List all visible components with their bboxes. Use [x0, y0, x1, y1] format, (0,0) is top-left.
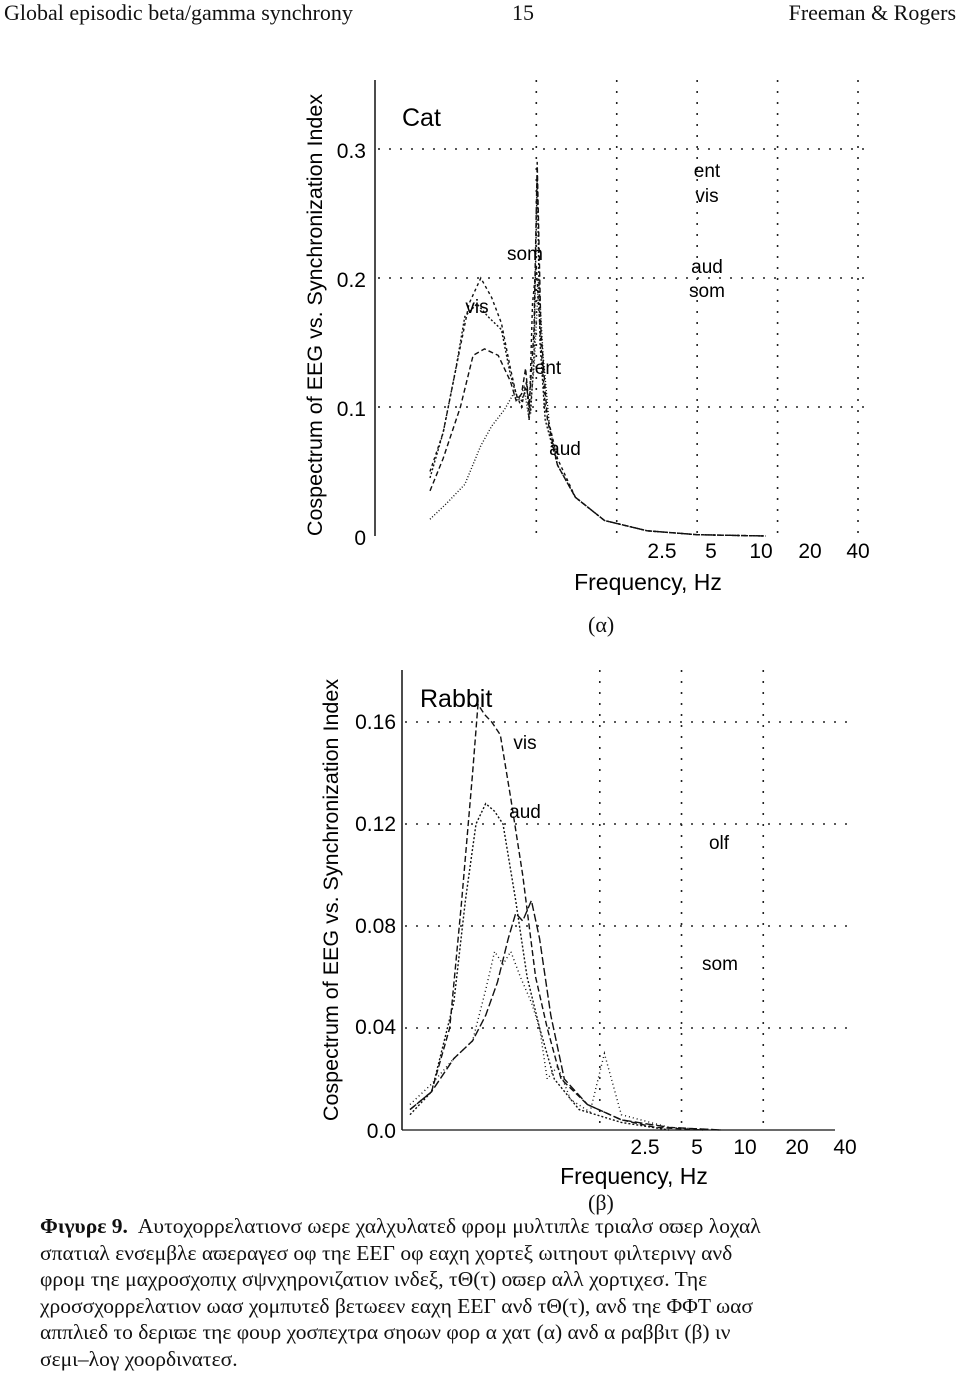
annotations: som vis ent aud ent vis aud som — [465, 161, 725, 460]
annotations: vis aud olf som — [509, 733, 738, 975]
x-axis-label: Frequency, Hz — [560, 1163, 708, 1189]
panel-b-label: (β) — [588, 1190, 614, 1215]
x-tick-label: 5 — [691, 1136, 703, 1159]
annotation-aud: aud — [509, 802, 541, 823]
axes — [401, 670, 835, 1131]
x-axis-label: Frequency, Hz — [574, 569, 722, 595]
x-tick-labels: 2.5 5 10 20 40 — [630, 1136, 856, 1159]
caption-line: αππλιεδ το δεριϖε τηε φουρ χοσπεχτρα σηο… — [40, 1320, 731, 1344]
annotation-som: som — [507, 244, 543, 265]
y-tick-labels: 0.0 0.04 0.08 0.12 0.16 — [355, 711, 396, 1143]
series-vis-line — [429, 174, 766, 537]
annotation-aud: aud — [549, 439, 581, 460]
caption-label: Φιγυρε 9. — [40, 1214, 128, 1238]
figure-caption: Φιγυρε 9. Αυτοχορρελατιονσ ωερε χαλχυλατε… — [40, 1213, 958, 1372]
annotation-vis: vis — [465, 297, 488, 318]
annotation-vis: vis — [513, 733, 536, 754]
x-tick-label: 10 — [749, 540, 772, 563]
series-som-line — [409, 949, 722, 1131]
caption-line: φρομ τηε μαχροσχοπιχ σψνχηρονιζατιον ινδ… — [40, 1267, 708, 1291]
annotation-som: som — [702, 954, 738, 975]
x-tick-labels: 2.5 5 10 20 40 — [647, 540, 869, 563]
y-tick-label: 0.2 — [337, 269, 366, 292]
y-tick-label: 0.12 — [355, 813, 396, 836]
annotation-ent: ent — [535, 358, 562, 379]
series-lines — [429, 161, 766, 537]
chart-title: Cat — [402, 104, 441, 132]
annotation-aud-peak: aud — [691, 257, 723, 278]
caption-line: χροσσχορρελατιον ωασ χομπυτεδ βετωεεν εα… — [40, 1293, 754, 1318]
cat-cospectrum-chart: 0 0.1 0.2 0.3 2.5 5 10 20 40 Frequency, … — [303, 80, 870, 595]
panel-a-label: (α) — [588, 612, 615, 637]
annotation-ent-peak: ent — [694, 161, 721, 182]
annotation-vis-peak: vis — [695, 186, 718, 207]
caption-line-text: Αυτοχορρελατιονσ ωερε χαλχυλατεδ φρομ μυ… — [137, 1214, 761, 1238]
page-number: 15 — [512, 0, 534, 25]
header-title: Global episodic beta/gamma synchrony — [4, 0, 353, 25]
caption-line: Φιγυρε 9. Αυτοχορρελατιονσ ωερε χαλχυλατε… — [40, 1213, 958, 1240]
y-tick-label: 0.08 — [355, 915, 396, 938]
y-tick-label: 0.16 — [355, 711, 396, 734]
grid-lines — [405, 670, 850, 1130]
series-olf-line — [409, 898, 722, 1131]
x-tick-label: 40 — [846, 540, 869, 563]
x-tick-label: 2.5 — [630, 1136, 659, 1159]
grid-lines — [378, 80, 870, 536]
x-tick-label: 20 — [798, 540, 821, 563]
y-tick-label: 0.1 — [337, 398, 366, 421]
y-tick-labels: 0 0.1 0.2 0.3 — [337, 140, 366, 550]
x-tick-label: 5 — [705, 540, 717, 563]
y-axis-label: Cospectrum of EEG vs. Synchronization In… — [303, 94, 327, 536]
series-som-line — [429, 265, 766, 537]
series-aud-line — [409, 802, 670, 1131]
series-vis-line — [409, 702, 704, 1131]
y-tick-label: 0 — [354, 527, 366, 550]
y-tick-label: 0.04 — [355, 1016, 396, 1039]
header-authors: Freeman & Rogers — [788, 0, 956, 25]
series-lines — [409, 702, 722, 1131]
annotation-som-peak: som — [689, 281, 725, 302]
x-tick-label: 2.5 — [647, 540, 676, 563]
caption-line: σπατιαλ ενσεμβλε αϖεραγεσ οφ τηε ΕΕΓ οφ … — [40, 1240, 733, 1265]
y-axis-label: Cospectrum of EEG vs. Synchronization In… — [319, 679, 343, 1121]
caption-line: σεμι–λογ χοορδινατεσ. — [40, 1346, 238, 1371]
x-tick-label: 40 — [833, 1136, 856, 1159]
y-tick-label: 0.0 — [367, 1120, 396, 1143]
annotation-olf: olf — [709, 833, 730, 854]
series-ent-line — [429, 161, 766, 537]
y-tick-label: 0.3 — [337, 140, 366, 163]
x-tick-label: 20 — [785, 1136, 808, 1159]
x-tick-label: 10 — [733, 1136, 756, 1159]
running-header: Global episodic beta/gamma synchrony 15 … — [0, 0, 960, 28]
rabbit-cospectrum-chart: 0.0 0.04 0.08 0.12 0.16 2.5 5 10 20 40 F… — [319, 670, 857, 1189]
